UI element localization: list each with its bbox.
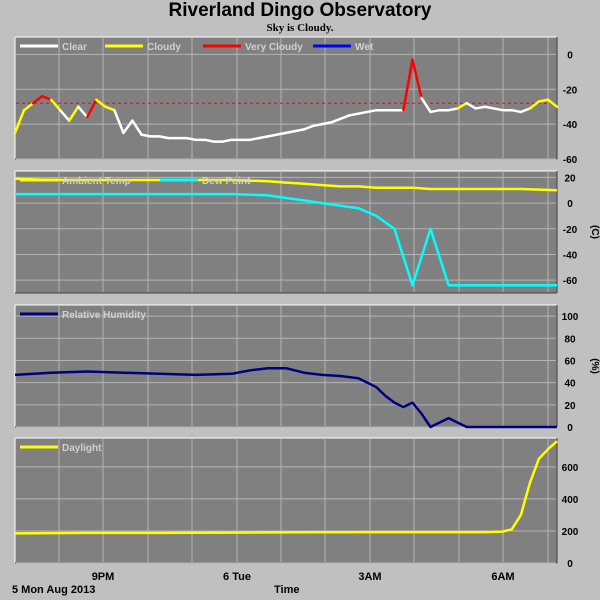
plot-background (15, 305, 557, 427)
daylight-line (14, 440, 558, 535)
sky-segment-clear (420, 96, 432, 114)
sky-segment-clear (492, 107, 505, 112)
humidity-panel: 100 80 60 40 20 0 (%) Relative Humidity (14, 304, 600, 434)
dew-point-line (15, 192, 557, 287)
legend-label: Cloudy (147, 42, 181, 53)
sky-segment-clear (302, 124, 315, 131)
sky-segment-very_cloudy (402, 58, 414, 112)
y-axis-label: (C) (589, 225, 600, 239)
sky-segment-clear (203, 138, 215, 143)
sky-segment-clear (131, 119, 143, 136)
sky-segment-clear (510, 108, 523, 114)
sky-segment-clear (338, 114, 351, 121)
plot-background (15, 171, 557, 293)
sky-segment-clear (447, 107, 459, 112)
sky-segment-cloudy (456, 101, 468, 110)
y-tick-label: 600 (562, 463, 579, 474)
sky-segment-clear (140, 133, 152, 138)
sky-segment-clear (113, 108, 125, 135)
y-tick-label: -40 (563, 250, 578, 261)
sky-segment-clear (248, 136, 261, 142)
sky-segment-very_cloudy (411, 58, 423, 100)
relative-humidity-line (14, 366, 557, 429)
plot-background (15, 37, 557, 159)
y-tick-label: 0 (567, 50, 573, 61)
x-tick-label: 3AM (358, 571, 381, 583)
sky-segment-clear (257, 135, 270, 140)
y-tick-label: -20 (563, 225, 578, 236)
y-tick-label: 20 (564, 173, 576, 184)
y-tick-label: 40 (564, 379, 576, 390)
sky-segment-clear (122, 119, 134, 135)
daylight-panel: 600 400 200 0 Daylight (14, 437, 579, 570)
sky-segment-clear (266, 133, 279, 138)
sky-segment-clear (221, 138, 234, 143)
legend-label: Ambient Temp (62, 176, 131, 187)
sky-segment-very_cloudy (31, 95, 44, 105)
y-tick-label: 80 (564, 334, 576, 345)
sky-segment-cloudy (95, 98, 107, 108)
legend-label: Daylight (62, 443, 102, 454)
y-tick-label: -60 (563, 276, 578, 287)
sky-status: Sky is Cloudy. (266, 22, 334, 34)
sky-segment-cloudy (528, 100, 541, 110)
y-tick-label: 400 (562, 495, 579, 506)
y-axis-label: (%) (589, 358, 600, 374)
sky-segment-clear (483, 105, 496, 110)
sky-segment-clear (519, 107, 532, 114)
sky-panel: 0 -20 -40 -60 Clear Cloudy Very Cloudy Wet (13, 36, 578, 166)
x-tick-label: 6 Tue (223, 571, 251, 583)
sky-segment-clear (275, 131, 288, 136)
sky-segment-clear (185, 136, 197, 142)
x-tick-label: 6AM (491, 571, 514, 583)
sky-segment-cloudy (49, 98, 62, 112)
sky-segment-clear (158, 135, 170, 140)
y-tick-label: 0 (567, 423, 573, 434)
sky-segment-cloudy (104, 105, 116, 112)
sky-segment-clear (465, 101, 477, 110)
ambient-temp-line (14, 177, 558, 192)
legend-label: Relative Humidity (62, 310, 146, 321)
sky-segment-clear (429, 108, 441, 114)
temperature-panel: 20 0 -20 -40 -60 (C) Ambient Temp Dew Point (14, 170, 600, 294)
legend-label: Wet (355, 42, 374, 53)
date-label: 5 Mon Aug 2013 (12, 584, 96, 596)
legend-label: Clear (62, 42, 87, 53)
legend-label: Very Cloudy (245, 42, 303, 53)
sky-segment-very_cloudy (40, 95, 53, 101)
sky-segment-cloudy (22, 101, 35, 112)
plot-background (15, 438, 557, 563)
sky-segment-clear (474, 105, 486, 110)
sky-segment-cloudy (537, 98, 550, 103)
y-tick-label: -20 (563, 85, 578, 96)
sky-segment-clear (58, 108, 71, 122)
y-tick-label: -40 (563, 120, 578, 131)
sky-segment-clear (76, 105, 89, 119)
sky-segment-clear (366, 108, 378, 114)
y-tick-label: 20 (564, 401, 576, 412)
y-tick-label: 100 (562, 312, 579, 323)
page-title: Riverland Dingo Observatory (168, 0, 432, 21)
sky-segment-clear (357, 110, 369, 115)
x-axis-label: Time (274, 584, 300, 596)
legend-label: Dew Point (202, 176, 251, 187)
sky-segment-clear (320, 121, 333, 126)
sky-segment-clear (293, 128, 306, 133)
sky-segment-cloudy (67, 105, 80, 122)
sky-segment-very_cloudy (86, 98, 98, 119)
y-tick-label: 200 (562, 527, 579, 538)
x-tick-label: 9PM (92, 571, 115, 583)
sky-segment-clear (329, 117, 342, 124)
sky-segment-clear (284, 129, 297, 135)
sky-segment-clear (347, 112, 360, 117)
sky-segment-cloudy (13, 108, 26, 135)
y-tick-label: 60 (564, 356, 576, 367)
sky-segment-clear (311, 122, 324, 128)
y-tick-label: 0 (567, 199, 573, 210)
sky-segment-cloudy (546, 98, 559, 108)
y-tick-label: -60 (563, 155, 578, 166)
y-tick-label: 0 (567, 559, 573, 570)
